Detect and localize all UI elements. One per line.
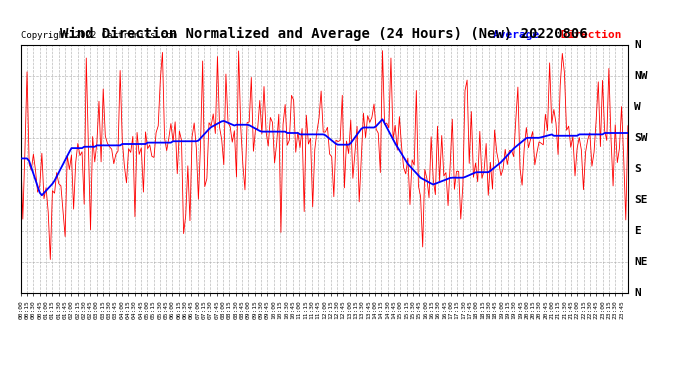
Text: N: N: [634, 288, 641, 297]
Text: NE: NE: [634, 256, 647, 267]
Text: Copyright 2022 Cartronics.com: Copyright 2022 Cartronics.com: [21, 31, 177, 40]
Text: NW: NW: [634, 71, 647, 81]
Text: W: W: [634, 102, 641, 112]
Title: Wind Direction Normalized and Average (24 Hours) (New) 20220806: Wind Direction Normalized and Average (2…: [61, 27, 588, 41]
Text: E: E: [634, 226, 641, 236]
Text: S: S: [634, 164, 641, 174]
Text: N: N: [634, 40, 641, 50]
Text: SE: SE: [634, 195, 647, 205]
Text: Direction: Direction: [554, 30, 622, 40]
Text: SW: SW: [634, 133, 647, 143]
Text: Average: Average: [493, 30, 540, 40]
